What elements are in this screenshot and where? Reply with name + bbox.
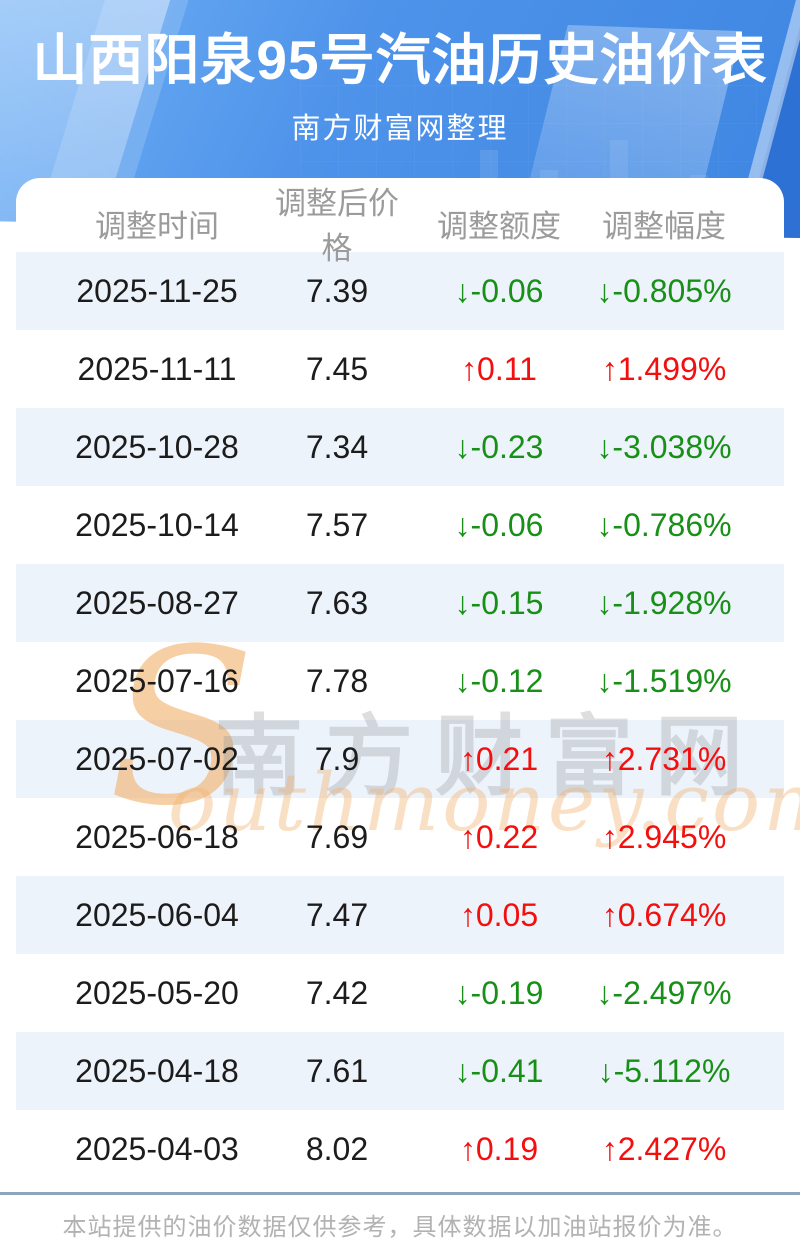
col-header-pct: 调整幅度 [602,208,726,244]
change-cell: ↓-0.41 [454,1052,544,1089]
pct-cell: ↑2.427% [601,1130,727,1167]
footer-disclaimer: 本站提供的油价数据仅供参考，具体数据以加油站报价为准。 [62,1214,738,1238]
table-row: 2025-07-16 7.78 ↓-0.12 ↓-1.519% [16,642,784,720]
date-cell: 2025-06-18 [75,818,239,855]
table-row: 2025-11-11 7.45 ↑0.11 ↑1.499% [16,330,784,408]
date-cell: 2025-04-03 [75,1130,239,1167]
table-header-row: 调整时间 调整后价格 调整额度 调整幅度 [16,178,784,266]
pct-cell: ↓-0.786% [596,506,732,543]
change-cell: ↑0.19 [459,1130,539,1167]
pct-cell: ↓-3.038% [596,428,732,465]
pct-cell: ↑2.731% [601,740,727,777]
price-cell: 8.02 [305,1130,369,1167]
change-cell: ↑0.05 [459,896,539,933]
date-cell: 2025-10-28 [75,428,239,465]
price-cell: 7.63 [305,584,369,621]
date-cell: 2025-11-11 [77,350,237,387]
date-cell: 2025-07-02 [75,740,239,777]
table-row: 2025-05-20 7.42 ↓-0.19 ↓-2.497% [16,954,784,1032]
table-row: 2025-08-27 7.63 ↓-0.15 ↓-1.928% [16,564,784,642]
table-row: 2025-06-04 7.47 ↑0.05 ↑0.674% [16,876,784,954]
date-cell: 2025-10-14 [75,506,239,543]
change-cell: ↓-0.15 [454,584,544,621]
price-cell: 7.34 [305,428,369,465]
table-body: 2025-11-25 7.39 ↓-0.06 ↓-0.805% 2025-11-11 7.… [16,252,784,1188]
col-header-price: 调整后价格 [275,186,399,266]
header-banner: 山西阳泉95号汽油历史油价表 南方财富网整理 [0,0,800,238]
table-row: 2025-07-02 7.9 ↑0.21 ↑2.731% [16,720,784,798]
price-cell: 7.39 [305,272,369,309]
price-cell: 7.47 [305,896,369,933]
pct-cell: ↓-1.519% [596,662,732,699]
price-cell: 7.45 [305,350,369,387]
date-cell: 2025-11-25 [76,272,238,309]
date-cell: 2025-06-04 [75,896,239,933]
footer-divider [0,1192,800,1195]
date-cell: 2025-07-16 [75,662,239,699]
pct-cell: ↑2.945% [601,818,727,855]
change-cell: ↓-0.23 [454,428,544,465]
date-cell: 2025-05-20 [75,974,239,1011]
price-cell: 7.57 [305,506,369,543]
pct-cell: ↓-1.928% [596,584,732,621]
change-cell: ↓-0.19 [454,974,544,1011]
change-cell: ↓-0.06 [454,272,544,309]
price-cell: 7.69 [305,818,369,855]
price-table-card: 调整时间 调整后价格 调整额度 调整幅度 2025-11-25 7.39 ↓-0.06 ↓-… [16,178,784,1188]
page-subtitle: 南方财富网整理 [291,113,509,145]
price-cell: 7.61 [305,1052,369,1089]
table-row: 2025-10-14 7.57 ↓-0.06 ↓-0.786% [16,486,784,564]
change-cell: ↑0.21 [459,740,539,777]
change-cell: ↑0.22 [459,818,539,855]
table-row: 2025-04-18 7.61 ↓-0.41 ↓-5.112% [16,1032,784,1110]
price-cell: 7.78 [305,662,369,699]
pct-cell: ↑1.499% [601,350,727,387]
page-title: 山西阳泉95号汽油历史油价表 [32,29,768,91]
date-cell: 2025-04-18 [75,1052,239,1089]
pct-cell: ↓-2.497% [596,974,732,1011]
table-row: 2025-11-25 7.39 ↓-0.06 ↓-0.805% [16,252,784,330]
footer: 本站提供的油价数据仅供参考，具体数据以加油站报价为准。 [0,1192,800,1238]
price-cell: 7.9 [314,740,360,777]
change-cell: ↑0.11 [461,350,537,387]
price-cell: 7.42 [305,974,369,1011]
table-row: 2025-04-03 8.02 ↑0.19 ↑2.427% [16,1110,784,1188]
pct-cell: ↑0.674% [601,896,727,933]
change-cell: ↓-0.12 [454,662,544,699]
table-row: 2025-06-18 7.69 ↑0.22 ↑2.945% [16,798,784,876]
date-cell: 2025-08-27 [75,584,239,621]
col-header-time: 调整时间 [95,208,219,244]
table-row: 2025-10-28 7.34 ↓-0.23 ↓-3.038% [16,408,784,486]
pct-cell: ↓-5.112% [597,1052,731,1089]
pct-cell: ↓-0.805% [596,272,732,309]
col-header-change: 调整额度 [437,208,561,244]
change-cell: ↓-0.06 [454,506,544,543]
